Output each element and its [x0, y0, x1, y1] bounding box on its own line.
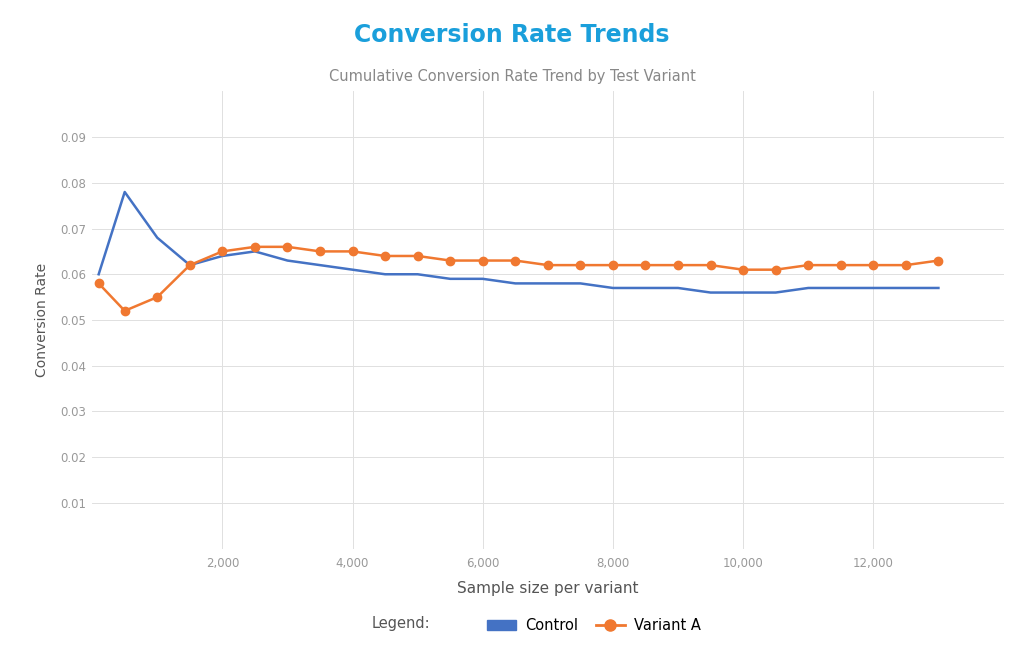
Variant A: [639, 261, 651, 269]
Control: [737, 289, 750, 296]
Control: [92, 270, 104, 278]
Variant A: [542, 261, 554, 269]
Control: [183, 261, 196, 269]
Control: [932, 284, 944, 292]
Control: [542, 279, 554, 287]
Variant A: [346, 247, 358, 255]
Control: [444, 275, 457, 283]
Control: [346, 266, 358, 274]
Line: Variant A: Variant A: [94, 243, 942, 315]
Variant A: [183, 261, 196, 269]
X-axis label: Sample size per variant: Sample size per variant: [457, 581, 639, 596]
Control: [412, 270, 424, 278]
Variant A: [444, 257, 457, 264]
Y-axis label: Conversion Rate: Conversion Rate: [36, 263, 49, 377]
Control: [313, 261, 326, 269]
Variant A: [607, 261, 620, 269]
Variant A: [216, 247, 228, 255]
Control: [835, 284, 847, 292]
Variant A: [379, 252, 391, 260]
Control: [574, 279, 587, 287]
Control: [802, 284, 814, 292]
Variant A: [152, 293, 164, 301]
Variant A: [737, 266, 750, 274]
Variant A: [932, 257, 944, 264]
Control: [867, 284, 880, 292]
Control: [152, 234, 164, 242]
Variant A: [313, 247, 326, 255]
Control: [282, 257, 294, 264]
Control: [119, 188, 131, 196]
Variant A: [119, 307, 131, 315]
Control: [216, 252, 228, 260]
Text: Conversion Rate Trends: Conversion Rate Trends: [354, 23, 670, 47]
Control: [607, 284, 620, 292]
Control: [379, 270, 391, 278]
Line: Control: Control: [98, 192, 938, 293]
Text: Cumulative Conversion Rate Trend by Test Variant: Cumulative Conversion Rate Trend by Test…: [329, 69, 695, 84]
Variant A: [92, 279, 104, 287]
Legend: Control, Variant A: Control, Variant A: [481, 613, 707, 639]
Variant A: [249, 243, 261, 251]
Variant A: [412, 252, 424, 260]
Control: [770, 289, 782, 296]
Control: [639, 284, 651, 292]
Variant A: [835, 261, 847, 269]
Control: [900, 284, 912, 292]
Variant A: [672, 261, 684, 269]
Control: [249, 247, 261, 255]
Variant A: [900, 261, 912, 269]
Variant A: [770, 266, 782, 274]
Variant A: [802, 261, 814, 269]
Variant A: [509, 257, 521, 264]
Control: [476, 275, 488, 283]
Variant A: [282, 243, 294, 251]
Text: Legend:: Legend:: [372, 616, 430, 631]
Variant A: [867, 261, 880, 269]
Variant A: [705, 261, 717, 269]
Variant A: [476, 257, 488, 264]
Control: [509, 279, 521, 287]
Control: [672, 284, 684, 292]
Variant A: [574, 261, 587, 269]
Control: [705, 289, 717, 296]
